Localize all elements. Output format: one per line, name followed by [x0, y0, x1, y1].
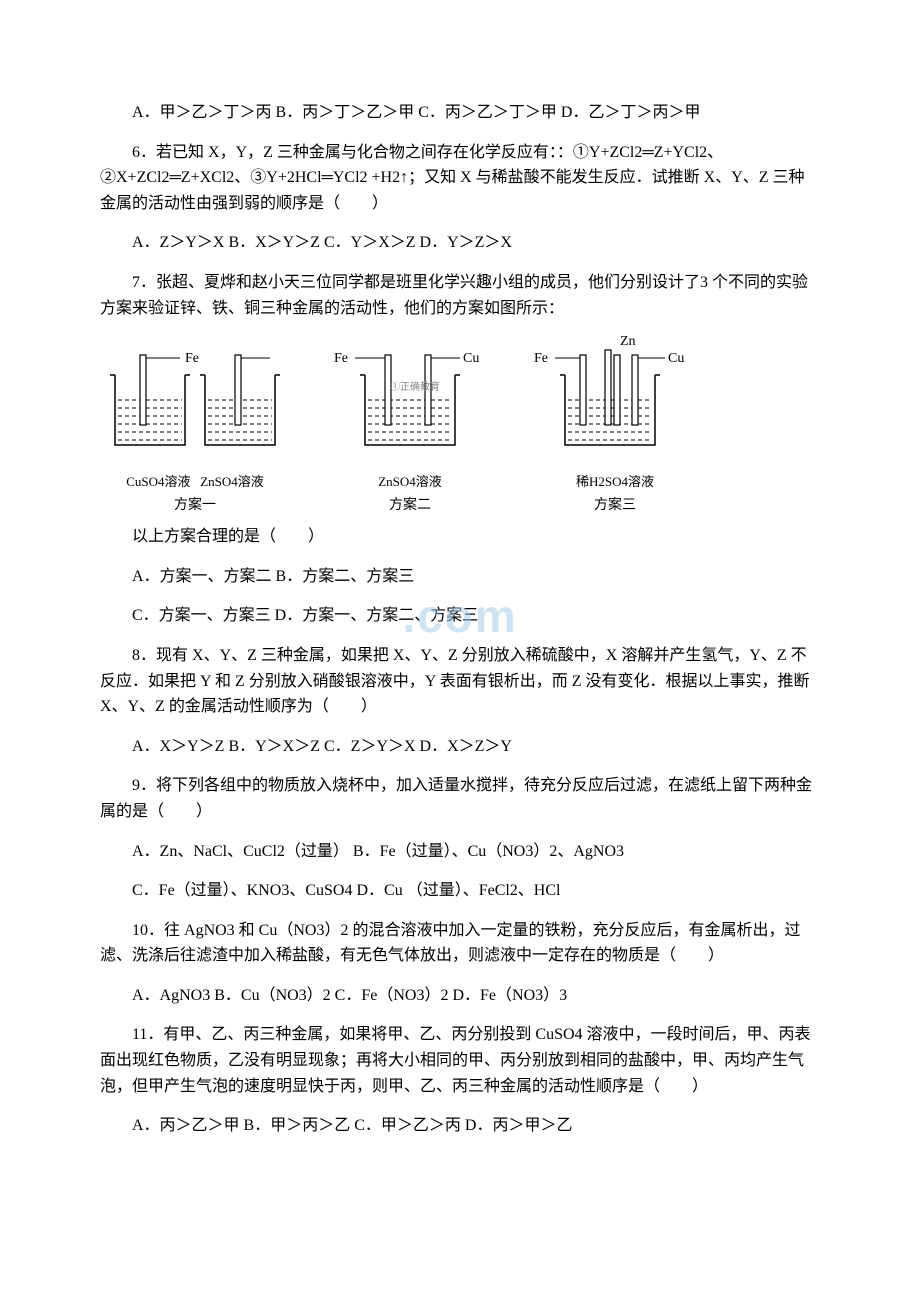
q7-after: 以上方案合理的是（ ）	[100, 524, 820, 550]
q6-stem-text: 6．若已知 X，Y，Z 三种金属与化合物之间存在化学反应有：：①Y+ZCl2═Z…	[100, 144, 805, 212]
q8-stem-text: 8．现有 X、Y、Z 三种金属，如果把 X、Y、Z 分别放入稀硫酸中，X 溶解并…	[100, 647, 809, 715]
q9-stem-text: 9．将下列各组中的物质放入烧杯中，加入适量水搅拌，待充分反应后过滤，在滤纸上留下…	[100, 777, 812, 820]
scheme1-right-solution: ZnSO4溶液	[200, 474, 264, 489]
scheme1-fe-label: Fe	[185, 351, 199, 366]
q7-stem-text: 7．张超、夏烨和赵小天三位同学都是班里化学兴趣小组的成员，他们分别设计了3 个不…	[100, 274, 808, 317]
scheme3-svg: Zn Fe	[530, 335, 700, 465]
q6-options: A．Z＞Y＞X B．X＞Y＞Z C．Y＞X＞Z D．Y＞Z＞X	[100, 230, 820, 256]
scheme1-left-solution: CuSO4溶液	[126, 474, 190, 489]
q11-stem: 11．有甲、乙、丙三种金属，如果将甲、乙、丙分别投到 CuSO4 溶液中，一段时…	[100, 1022, 820, 1099]
scheme1-block: Fe CuSO4溶液 ZnSO4溶液	[100, 335, 290, 514]
q7-opt-ab: A．方案一、方案二 B．方案二、方案三	[100, 564, 820, 590]
watermark-wrap: C．方案一、方案三 D．方案一、方案二、方案三 .com	[100, 603, 820, 629]
scheme2-caption: 方案二	[389, 494, 431, 514]
q8-options: A．X＞Y＞Z B．Y＞X＞Z C．Z＞Y＞X D．X＞Z＞Y	[100, 734, 820, 760]
scheme2-solution: ZnSO4溶液	[378, 471, 442, 490]
q11-stem-text: 11．有甲、乙、丙三种金属，如果将甲、乙、丙分别投到 CuSO4 溶液中，一段时…	[100, 1026, 811, 1094]
q10-stem-text: 10．往 AgNO3 和 Cu（NO3）2 的混合溶液中加入一定量的铁粉，充分反…	[100, 922, 800, 965]
scheme3-cu-label: Cu	[668, 351, 684, 366]
scheme3-solution: 稀H2SO4溶液	[576, 471, 654, 490]
q10-stem: 10．往 AgNO3 和 Cu（NO3）2 的混合溶液中加入一定量的铁粉，充分反…	[100, 918, 820, 969]
scheme3-fe-label: Fe	[534, 351, 548, 366]
q8-stem: 8．现有 X、Y、Z 三种金属，如果把 X、Y、Z 分别放入稀硫酸中，X 溶解并…	[100, 643, 820, 720]
q7-stem: 7．张超、夏烨和赵小天三位同学都是班里化学兴趣小组的成员，他们分别设计了3 个不…	[100, 270, 820, 321]
q9-opt-cd: C．Fe（过量）、KNO3、CuSO4 D．Cu （过量）、FeCl2、HCl	[100, 878, 820, 904]
scheme3-zn-label: Zn	[620, 335, 636, 349]
scheme1-svg: Fe	[100, 335, 290, 465]
scheme3-caption: 方案三	[594, 494, 636, 514]
scheme1-caption: 方案一	[174, 494, 216, 514]
q5-options: A．甲＞乙＞丁＞丙 B．丙＞丁＞乙＞甲 C．丙＞乙＞丁＞甲 D．乙＞丁＞丙＞甲	[100, 100, 820, 126]
q10-options: A．AgNO3 B．Cu（NO3）2 C．Fe（NO3）2 D．Fe（NO3）3	[100, 983, 820, 1009]
scheme1-solutions: CuSO4溶液 ZnSO4溶液	[126, 471, 264, 490]
q7-opt-cd: C．方案一、方案三 D．方案一、方案二、方案三	[100, 603, 820, 629]
scheme2-note: ①正确教育	[390, 380, 440, 393]
diagram-row: Fe CuSO4溶液 ZnSO4溶液	[100, 335, 820, 514]
scheme2-svg: Fe Cu ①正确教育	[330, 335, 490, 465]
q9-opt-ab: A．Zn、NaCl、CuCl2（过量） B．Fe（过量）、Cu（NO3）2、Ag…	[100, 839, 820, 865]
q6-stem: 6．若已知 X，Y，Z 三种金属与化合物之间存在化学反应有：：①Y+ZCl2═Z…	[100, 140, 820, 217]
q9-stem: 9．将下列各组中的物质放入烧杯中，加入适量水搅拌，待充分反应后过滤，在滤纸上留下…	[100, 773, 820, 824]
q11-options: A．丙＞乙＞甲 B．甲＞丙＞乙 C．甲＞乙＞丙 D．丙＞甲＞乙	[100, 1113, 820, 1139]
scheme2-cu-label: Cu	[463, 351, 479, 366]
scheme3-block: Zn Fe	[530, 335, 700, 514]
scheme2-block: Fe Cu ①正确教育 ZnSO4溶液 方案二	[330, 335, 490, 514]
scheme2-fe-label: Fe	[334, 351, 348, 366]
